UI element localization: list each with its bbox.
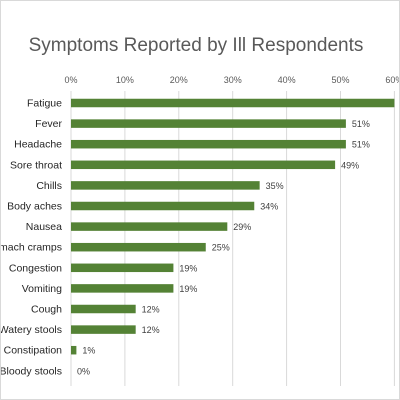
category-label: Body aches xyxy=(7,201,62,213)
data-label: 51% xyxy=(352,140,370,150)
bar xyxy=(71,242,206,252)
x-tick-label: 60% xyxy=(385,75,400,85)
bar xyxy=(71,119,346,128)
data-label: 34% xyxy=(260,202,278,212)
x-tick-label: 50% xyxy=(331,75,349,85)
data-label: 29% xyxy=(233,222,251,232)
x-tick-label: 40% xyxy=(278,75,296,85)
data-label: 12% xyxy=(142,325,160,335)
data-label: 19% xyxy=(179,284,197,294)
data-label: 35% xyxy=(266,181,284,191)
x-tick-label: 20% xyxy=(170,75,188,85)
category-label: Constipation xyxy=(4,345,63,357)
bar xyxy=(71,98,395,108)
data-label: 49% xyxy=(341,160,359,170)
data-label: 25% xyxy=(212,243,230,253)
data-label: 19% xyxy=(179,263,197,273)
category-label: Nausea xyxy=(26,221,62,233)
bar xyxy=(71,304,136,314)
data-label: 51% xyxy=(352,119,370,129)
category-label: Sore throat xyxy=(10,159,62,171)
bar xyxy=(71,181,260,190)
bar xyxy=(71,201,255,211)
bar xyxy=(71,263,174,273)
x-tick-label: 30% xyxy=(224,75,242,85)
category-label: Fever xyxy=(35,118,62,130)
data-label: 1% xyxy=(82,346,95,356)
category-label: Stomach cramps xyxy=(1,242,62,254)
chart-title: Symptoms Reported by Ill Respondents xyxy=(28,35,364,56)
category-label: Headache xyxy=(14,139,62,151)
category-label: Fatigue xyxy=(27,98,62,110)
bar xyxy=(71,222,228,231)
category-label: Cough xyxy=(31,304,62,316)
category-label: Bloody stools xyxy=(1,365,62,377)
category-label: Congestion xyxy=(9,262,62,274)
bar xyxy=(71,325,136,334)
data-label: 12% xyxy=(142,305,160,315)
category-label: Chills xyxy=(36,180,62,192)
x-tick-label: 10% xyxy=(116,75,134,85)
bar xyxy=(71,139,346,149)
data-label: 0% xyxy=(77,366,90,376)
category-label: Vomiting xyxy=(22,283,62,295)
x-tick-label: 0% xyxy=(64,75,77,85)
bar xyxy=(71,160,336,170)
category-label: Watery stools xyxy=(1,324,62,336)
bar xyxy=(71,345,77,355)
bar xyxy=(71,284,174,293)
